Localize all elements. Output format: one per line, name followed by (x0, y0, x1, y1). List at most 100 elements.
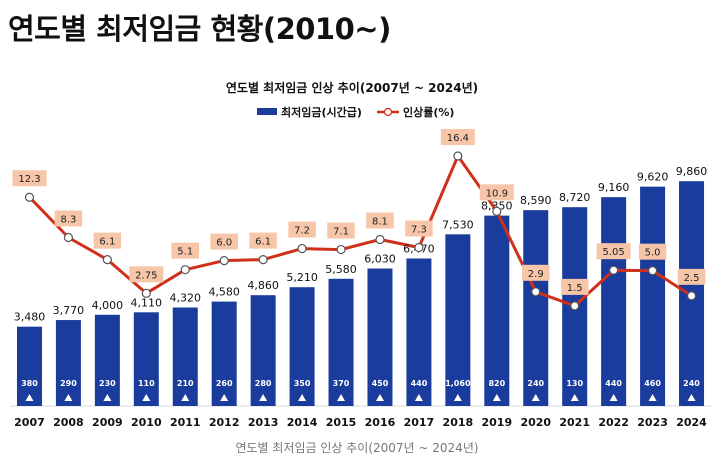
rate-label-2009: 6.1 (99, 237, 115, 248)
rate-label-box-2021 (560, 278, 589, 295)
rate-label-2020: 2.9 (528, 269, 544, 280)
increase-arrow-icon (531, 394, 540, 401)
rate-label-2013: 6.1 (255, 237, 271, 248)
rate-point-2020 (531, 287, 541, 297)
bar-value-label-2007: 3,480 (14, 311, 46, 324)
rate-label-2023: 5.0 (645, 248, 661, 259)
rate-point-2019 (492, 206, 502, 216)
bar-2010 (133, 312, 159, 406)
bar-2014 (289, 287, 315, 406)
rate-point-2010 (141, 288, 151, 298)
chart-title: 연도별 최저임금 인상 추이(2007년 ~ 2024년) (226, 80, 478, 95)
rate-point-2009 (102, 255, 112, 265)
bar-2015 (328, 278, 354, 406)
bars-layer (16, 181, 705, 406)
increase-label-2019: 820 (488, 379, 505, 388)
bar-value-label-2016: 6,030 (364, 253, 396, 266)
rate-label-2010: 2.75 (135, 270, 157, 281)
chart-caption: 연도별 최저임금 인상 추이(2007년 ~ 2024년) (235, 441, 478, 455)
rate-label-box-2013 (249, 232, 277, 249)
rate-label-2016: 8.1 (372, 216, 388, 227)
x-tick-2010: 2010 (131, 416, 162, 429)
rate-label-2022: 5.05 (603, 247, 625, 258)
rate-point-2021 (570, 301, 580, 311)
rate-point-2017 (414, 242, 424, 253)
rate-point-2014 (297, 243, 307, 254)
rate-label-2011: 5.1 (177, 247, 193, 258)
x-tick-2008: 2008 (53, 416, 84, 429)
rate-point-2013 (258, 255, 268, 265)
rate-label-2014: 7.2 (294, 226, 310, 237)
rate-point-2008 (63, 232, 74, 243)
increase-label-2017: 440 (411, 379, 428, 388)
legend-line-marker (383, 107, 393, 117)
increase-label-2024: 240 (683, 379, 700, 388)
increase-arrow-icon (570, 394, 579, 401)
increase-label-2018: 1,060 (445, 379, 471, 388)
increase-label-2015: 370 (333, 379, 350, 388)
increase-arrow-icon (103, 394, 112, 401)
x-tick-2019: 2019 (481, 416, 512, 429)
increase-label-2016: 450 (372, 379, 389, 388)
increase-label-2020: 240 (527, 379, 544, 388)
rate-point-2007 (24, 192, 35, 202)
increase-label-2021: 130 (566, 379, 583, 388)
rate-point-2015 (336, 244, 346, 255)
rate-label-box-2010 (129, 266, 164, 283)
rate-label-box-2020 (522, 264, 550, 281)
increase-label-2009: 230 (99, 379, 116, 388)
bar-value-label-2015: 5,580 (325, 263, 357, 276)
x-tick-2020: 2020 (520, 416, 551, 429)
rate-point-2024 (686, 291, 697, 301)
x-tick-2024: 2024 (676, 416, 707, 429)
bar-value-label-2013: 4,860 (247, 279, 279, 292)
rate-label-2021: 1.5 (567, 283, 583, 294)
rate-point-2022 (609, 265, 619, 275)
bar-2017 (406, 258, 432, 406)
increase-arrow-icon (375, 394, 384, 401)
increase-arrow-icon (492, 394, 501, 401)
rate-point-2016 (375, 234, 385, 245)
rate-point-2012 (219, 256, 229, 266)
rate-label-box-2024 (677, 268, 706, 285)
rate-label-2024: 2.5 (684, 273, 700, 284)
legend: 최저임금(시간급) 인상률(%) (257, 105, 454, 119)
bar-2011 (172, 307, 198, 406)
x-tick-2014: 2014 (287, 416, 318, 429)
increase-arrow-icon (25, 394, 34, 401)
increase-arrow-icon (453, 394, 462, 401)
increase-arrow-icon (142, 394, 151, 401)
rate-line (28, 154, 693, 308)
x-tick-2007: 2007 (14, 416, 45, 429)
increase-arrow-icon (414, 394, 423, 401)
rate-point-2011 (180, 265, 190, 275)
bar-2012 (211, 301, 237, 406)
x-tick-2015: 2015 (326, 416, 357, 429)
rate-point-2023 (647, 266, 658, 276)
increase-label-2022: 440 (605, 379, 622, 388)
rate-label-box-2007 (12, 170, 47, 187)
x-tick-2011: 2011 (170, 416, 201, 429)
rate-label-box-2023 (638, 243, 667, 260)
bar-value-label-2012: 4,580 (208, 286, 240, 299)
labels-layer: 3,480 380 2007 3,770 290 2008 4,000 230 2009 4,11… (12, 129, 707, 429)
legend-bar-label: 최저임금(시간급) (281, 105, 362, 119)
increase-arrow-icon (337, 394, 346, 401)
x-tick-2023: 2023 (637, 416, 668, 429)
x-tick-2022: 2022 (598, 416, 629, 429)
x-tick-2013: 2013 (248, 416, 279, 429)
x-tick-2018: 2018 (443, 416, 474, 429)
increase-arrow-icon (259, 394, 268, 401)
bar-2019 (484, 215, 510, 406)
increase-label-2023: 460 (644, 379, 661, 388)
bar-2007 (16, 326, 42, 406)
increase-arrow-icon (648, 394, 657, 401)
rate-label-box-2022 (596, 243, 631, 260)
rate-label-2007: 12.3 (18, 174, 40, 185)
bar-value-label-2009: 4,000 (92, 299, 124, 312)
rate-label-box-2019 (479, 184, 514, 201)
rate-label-box-2009 (93, 232, 122, 249)
increase-arrow-icon (181, 394, 190, 401)
x-tick-2017: 2017 (404, 416, 435, 429)
